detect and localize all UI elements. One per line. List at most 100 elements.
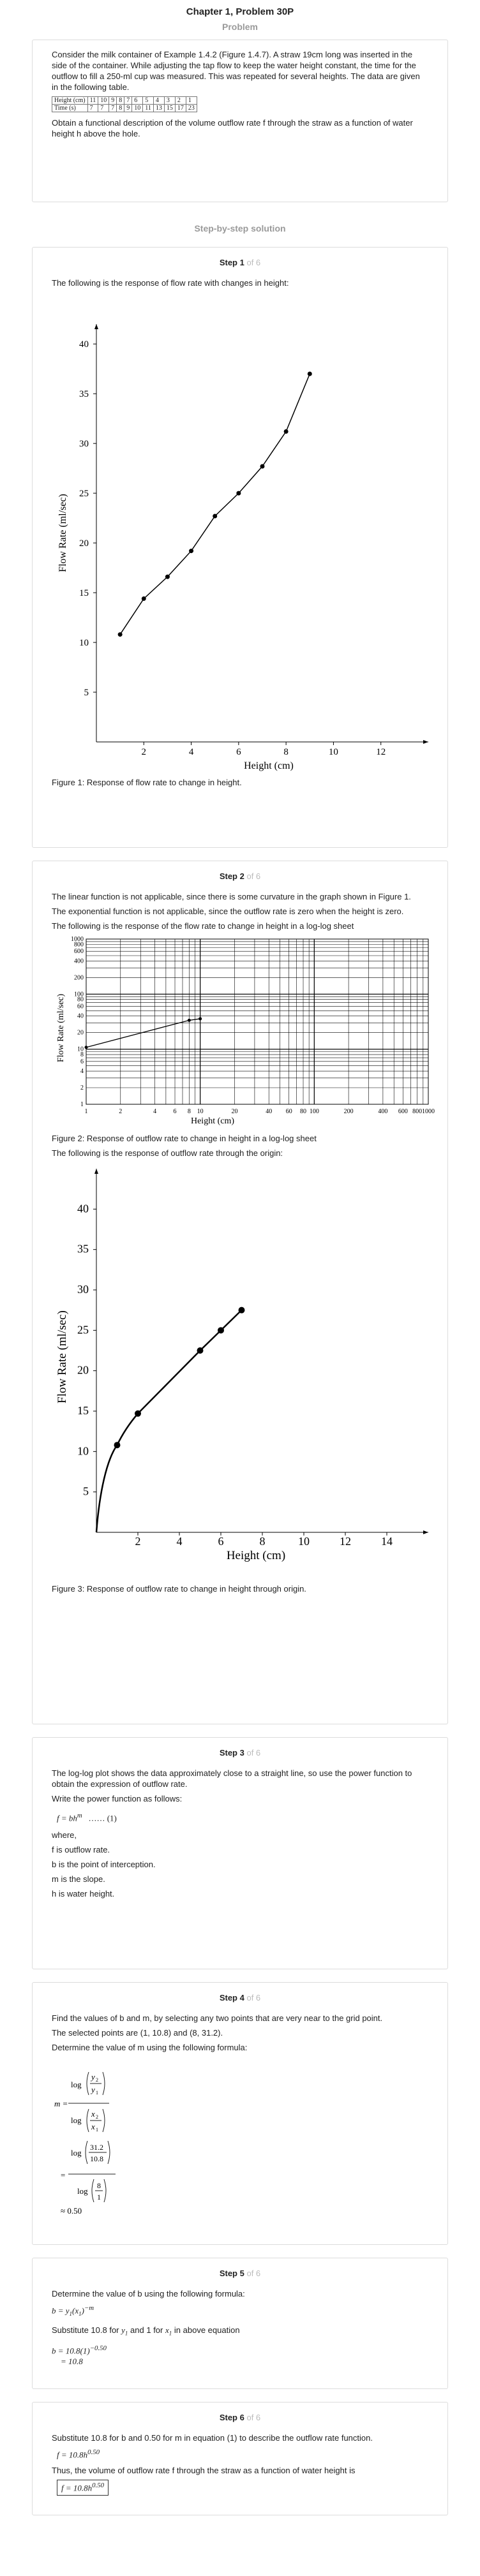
step-text: Write the power function as follows: <box>52 1794 183 1803</box>
step-heading: Step 2 of 6 <box>219 871 261 881</box>
y-tick-label: 20 <box>77 1364 89 1377</box>
y-tick-label: 800 <box>74 941 84 948</box>
svg-text:x: x <box>91 2122 95 2131</box>
table-cell: 11 <box>87 96 99 105</box>
table-cell: 13 <box>153 104 165 112</box>
svg-text:10.8: 10.8 <box>90 2154 103 2163</box>
data-point <box>165 574 170 579</box>
table-cell: 9 <box>124 104 133 112</box>
x-tick-label: 10 <box>197 1108 204 1115</box>
x-tick-label: 40 <box>266 1108 272 1115</box>
step-text: where, <box>52 1830 77 1840</box>
x-tick-label: 60 <box>286 1108 292 1115</box>
table-cell: 8 <box>116 104 125 112</box>
b-substitution: b = 10.8(1)−0.50 <box>52 2344 107 2355</box>
x-tick-label: 12 <box>376 747 386 757</box>
data-point <box>135 1410 141 1417</box>
x-tick-label: 2 <box>135 1535 141 1548</box>
y-tick-label: 10 <box>79 638 89 648</box>
x-tick-label: 4 <box>189 747 194 757</box>
y-tick-label: 25 <box>77 1323 89 1336</box>
y-tick-label: 600 <box>74 948 84 955</box>
y-tick-label: 1 <box>80 1101 84 1108</box>
figure-caption: Figure 3: Response of outflow rate to ch… <box>52 1584 306 1594</box>
y-tick-label: 10 <box>77 1046 84 1053</box>
y-tick-label: 15 <box>79 588 89 598</box>
row-label: Height (cm) <box>52 96 88 105</box>
y-tick-label: 4 <box>80 1068 84 1075</box>
table-cell: 6 <box>131 96 144 105</box>
y-tick-label: 2 <box>80 1084 84 1092</box>
data-point <box>189 549 194 554</box>
data-table: Height (cm) 11 10 9 8 7 6 5 4 3 2 1 Time (s) 7 7 7 8 9 10… <box>52 96 197 112</box>
x-tick-label: 800 <box>412 1108 422 1115</box>
svg-text:x: x <box>91 2109 95 2119</box>
x-tick-label: 20 <box>231 1108 237 1115</box>
x-tick-label: 8 <box>260 1535 266 1548</box>
x-tick-label: 80 <box>300 1108 306 1115</box>
table-cell: 7 <box>109 104 117 112</box>
data-point <box>141 596 146 601</box>
row-label: Time (s) <box>52 104 88 112</box>
table-row: Height (cm) 11 10 9 8 7 6 5 4 3 2 1 <box>52 96 197 105</box>
step-text: The exponential function is not applicab… <box>52 907 404 916</box>
data-point <box>238 1307 245 1314</box>
x-tick-label: 10 <box>298 1535 310 1548</box>
svg-text:1: 1 <box>96 2127 98 2133</box>
y-tick-label: 25 <box>79 489 89 499</box>
x-axis-label: Height (cm) <box>227 1549 285 1562</box>
y-tick-label: 10 <box>77 1444 89 1457</box>
data-point <box>199 1017 202 1021</box>
definition: f is outflow rate. <box>52 1845 110 1855</box>
y-tick-label: 40 <box>77 1202 89 1215</box>
x-tick-label: 4 <box>153 1108 156 1115</box>
y-tick-label: 15 <box>77 1404 89 1417</box>
flow-rate-chart: 2 4 6 8 10 12 5 10 15 20 25 30 35 40 Height (cm) Flow R… <box>57 324 428 771</box>
table-cell: 15 <box>163 104 176 112</box>
table-cell: 8 <box>116 96 125 105</box>
y-tick-label: 80 <box>77 996 84 1003</box>
series-line <box>119 373 310 635</box>
table-cell: 10 <box>131 104 144 112</box>
x-tick-label: 100 <box>310 1108 319 1115</box>
table-cell: 4 <box>153 96 165 105</box>
data-point <box>114 1442 121 1449</box>
x-tick-label: 2 <box>142 747 147 757</box>
table-cell: 7 <box>87 104 99 112</box>
table-cell: 23 <box>185 104 197 112</box>
step-heading: Step 4 of 6 <box>219 1993 261 2002</box>
y-tick-label: 35 <box>77 1243 89 1255</box>
svg-text:2: 2 <box>96 2114 98 2120</box>
step-text: The linear function is not applicable, s… <box>52 892 411 901</box>
step-text: Substitute 10.8 for b and 0.50 for m in … <box>52 2433 373 2443</box>
step-1-card: Step 1 of 6 The following is the respons… <box>32 247 448 848</box>
table-cell: 10 <box>98 96 110 105</box>
data-point <box>260 464 265 469</box>
figure-caption: Figure 1: Response of flow rate to chang… <box>52 778 242 787</box>
x-tick-label: 1 <box>85 1108 88 1115</box>
y-tick-label: 20 <box>79 538 89 549</box>
step-text: Thus, the volume of outflow rate f throu… <box>52 2466 356 2476</box>
y-tick-label: 1000 <box>71 936 84 943</box>
step-text: The log-log plot shows the data approxim… <box>52 1768 412 1789</box>
step-6-card: Step 6 of 6 Substitute 10.8 for b and 0.… <box>32 2402 448 2515</box>
table-cell: 3 <box>163 96 176 105</box>
y-tick-label: 30 <box>79 439 89 449</box>
y-tick-label: 40 <box>77 1013 84 1020</box>
step-2-card: Step 2 of 6 The linear function is not a… <box>32 861 448 1724</box>
data-point <box>218 1327 224 1334</box>
x-tick-label: 14 <box>381 1535 393 1548</box>
step-5-card: Step 5 of 6 Determine the value of b usi… <box>32 2258 448 2389</box>
y-tick-label: 20 <box>77 1030 84 1037</box>
data-point <box>187 1018 191 1022</box>
table-cell: 7 <box>124 96 133 105</box>
table-cell: 2 <box>174 96 186 105</box>
svg-text:y: y <box>90 2085 95 2094</box>
step-text: Substitute 10.8 for y1 and 1 for x1 in a… <box>52 2325 240 2337</box>
data-point <box>236 491 241 496</box>
table-cell: 17 <box>174 104 186 112</box>
y-tick-label: 35 <box>79 389 89 399</box>
step-text: Determine the value of b using the follo… <box>52 2289 245 2298</box>
step-3-card: Step 3 of 6 The log-log plot shows the d… <box>32 1737 448 1969</box>
